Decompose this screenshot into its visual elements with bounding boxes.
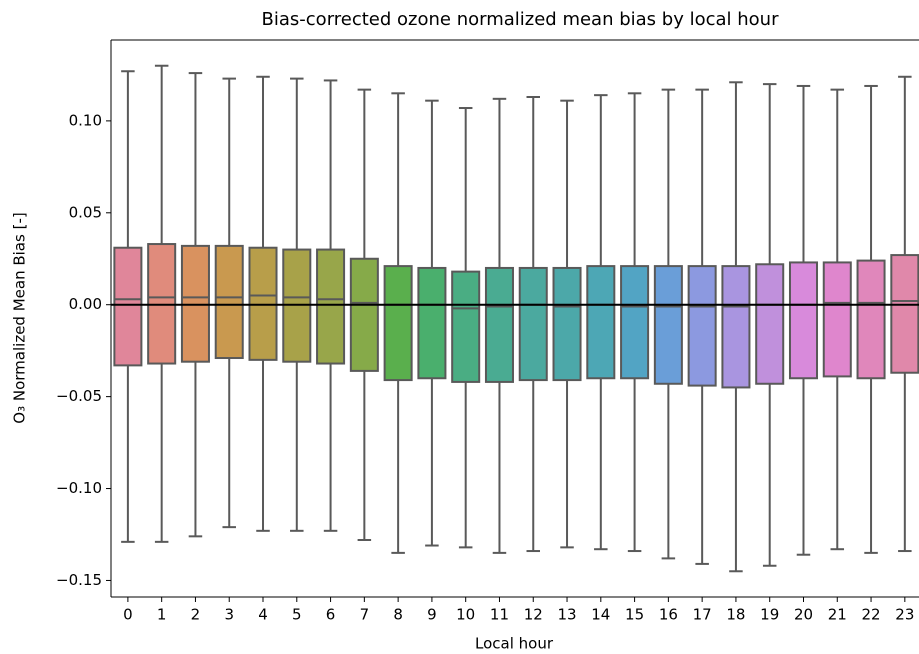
x-tick-label: 15 <box>625 606 644 624</box>
x-tick-label: 5 <box>292 606 302 624</box>
box <box>484 266 514 383</box>
box <box>721 265 751 389</box>
box <box>822 261 852 378</box>
x-tick-label: 11 <box>490 606 509 624</box>
box <box>451 270 481 383</box>
box <box>788 261 819 380</box>
x-tick-label: 13 <box>557 606 576 624</box>
x-tick-label: 16 <box>659 606 678 624</box>
box <box>755 263 785 385</box>
y-tick-label: 0.00 <box>69 295 102 313</box>
x-tick-label: 6 <box>326 606 336 624</box>
x-tick-label: 23 <box>895 606 914 624</box>
box <box>349 257 379 372</box>
x-axis-label: Local hour <box>475 635 554 653</box>
x-tick-label: 22 <box>862 606 881 624</box>
x-tick-label: 12 <box>524 606 543 624</box>
y-tick-label: 0.05 <box>69 203 102 221</box>
x-tick-label: 1 <box>157 606 167 624</box>
box <box>417 266 447 380</box>
box <box>383 265 413 382</box>
box <box>653 265 683 385</box>
x-tick-label: 2 <box>191 606 201 624</box>
y-tick-label: 0.10 <box>69 111 102 129</box>
y-tick-label: −0.10 <box>56 479 102 497</box>
x-tick-label: 3 <box>224 606 234 624</box>
x-tick-label: 19 <box>760 606 779 624</box>
box <box>620 265 650 380</box>
y-tick-label: −0.05 <box>56 387 102 405</box>
box <box>890 254 919 374</box>
box <box>856 259 886 380</box>
x-tick-label: 18 <box>726 606 745 624</box>
box <box>518 266 548 382</box>
box <box>113 246 143 367</box>
chart-title: Bias-corrected ozone normalized mean bia… <box>262 9 780 30</box>
x-tick-label: 10 <box>456 606 475 624</box>
box <box>687 265 717 387</box>
y-tick-label: −0.15 <box>56 571 102 589</box>
x-tick-label: 21 <box>828 606 847 624</box>
x-tick-label: 9 <box>427 606 437 624</box>
box <box>316 248 346 365</box>
x-tick-label: 17 <box>693 606 712 624</box>
box <box>552 266 582 382</box>
x-tick-label: 14 <box>591 606 610 624</box>
y-axis-label: O₃ Normalized Mean Bias [-] <box>11 212 29 423</box>
x-tick-label: 7 <box>360 606 370 624</box>
box <box>214 244 244 360</box>
x-tick-label: 4 <box>258 606 268 624</box>
x-tick-label: 20 <box>794 606 813 624</box>
x-tick-label: 8 <box>393 606 403 624</box>
x-tick-label: 0 <box>123 606 133 624</box>
box <box>586 265 616 380</box>
